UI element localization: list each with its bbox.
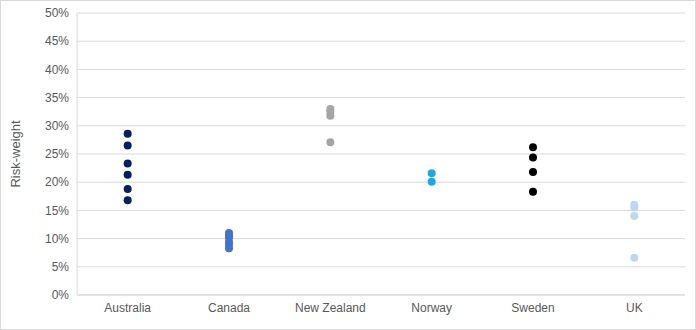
svg-text:40%: 40% bbox=[45, 63, 69, 77]
svg-text:Risk-weight: Risk-weight bbox=[8, 120, 23, 188]
svg-text:Australia: Australia bbox=[104, 301, 151, 315]
svg-text:New Zealand: New Zealand bbox=[295, 301, 366, 315]
svg-text:Norway: Norway bbox=[411, 301, 452, 315]
svg-text:35%: 35% bbox=[45, 91, 69, 105]
svg-text:UK: UK bbox=[626, 301, 643, 315]
svg-text:0%: 0% bbox=[52, 288, 70, 302]
svg-text:50%: 50% bbox=[45, 6, 69, 20]
svg-text:30%: 30% bbox=[45, 119, 69, 133]
svg-text:Sweden: Sweden bbox=[511, 301, 554, 315]
svg-text:20%: 20% bbox=[45, 175, 69, 189]
svg-text:10%: 10% bbox=[45, 232, 69, 246]
svg-text:15%: 15% bbox=[45, 204, 69, 218]
svg-text:5%: 5% bbox=[52, 260, 70, 274]
svg-text:Canada: Canada bbox=[208, 301, 250, 315]
svg-text:45%: 45% bbox=[45, 34, 69, 48]
svg-text:25%: 25% bbox=[45, 147, 69, 161]
